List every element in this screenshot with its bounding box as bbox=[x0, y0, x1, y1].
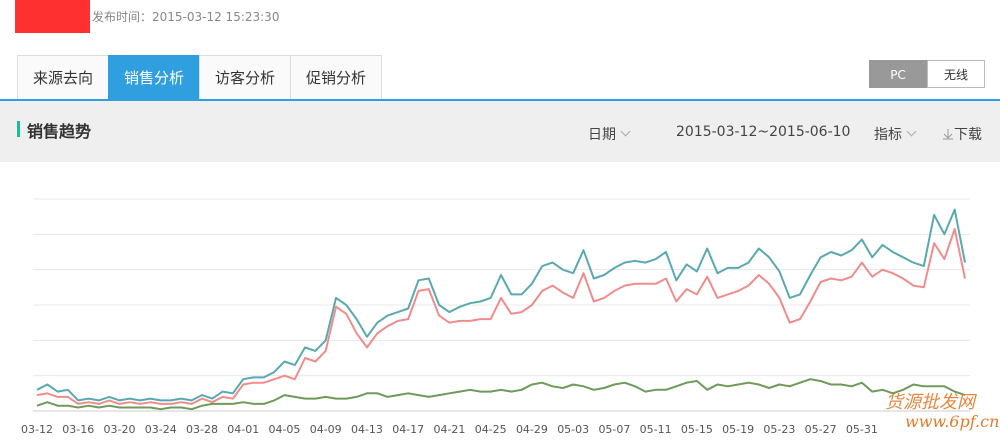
x-tick-label: 05-23 bbox=[763, 423, 795, 436]
toolbar bbox=[0, 101, 1000, 162]
x-tick-label: 05-27 bbox=[805, 423, 837, 436]
series-line bbox=[36, 228, 966, 405]
x-tick-label: 04-29 bbox=[516, 423, 548, 436]
section-title: 销售趋势 bbox=[27, 122, 92, 141]
date-dropdown[interactable]: 日期 bbox=[588, 124, 631, 144]
tab[interactable]: 访客分析 bbox=[199, 55, 291, 99]
x-tick-label: 04-17 bbox=[392, 423, 424, 436]
tab[interactable]: 促销分析 bbox=[290, 55, 382, 99]
x-tick-label: 05-19 bbox=[722, 423, 754, 436]
redacted-block bbox=[15, 0, 90, 33]
metric-label: 指标 bbox=[874, 127, 902, 143]
x-tick-label: 04-25 bbox=[475, 423, 507, 436]
x-tick-label: 03-24 bbox=[145, 423, 177, 436]
toggle-button[interactable]: PC bbox=[869, 60, 927, 88]
toggle-button[interactable]: 无线 bbox=[927, 60, 985, 88]
watermark-url: www.6pf.cn bbox=[905, 412, 1000, 431]
x-tick-label: 04-13 bbox=[351, 423, 383, 436]
tab[interactable]: 销售分析 bbox=[108, 55, 200, 99]
download-label: 下载 bbox=[954, 127, 982, 143]
x-tick-label: 05-11 bbox=[640, 423, 672, 436]
x-tick-label: 04-21 bbox=[433, 423, 465, 436]
date-range[interactable]: 2015-03-12~2015-06-10 bbox=[676, 124, 851, 140]
watermark: 货源批发网 bbox=[885, 392, 975, 413]
series-line bbox=[36, 208, 966, 402]
x-tick-label: 04-01 bbox=[227, 423, 259, 436]
metric-dropdown[interactable]: 指标 bbox=[874, 124, 917, 144]
x-tick-label: 03-12 bbox=[21, 423, 53, 436]
x-tick-label: 05-15 bbox=[681, 423, 713, 436]
x-tick-label: 05-03 bbox=[557, 423, 589, 436]
x-tick-label: 03-28 bbox=[186, 423, 218, 436]
chart: 03-12 03-16 03-20 03-24 03-28 04-01 04-05 04-09… bbox=[21, 198, 970, 436]
download-icon bbox=[943, 129, 953, 140]
title-marker bbox=[17, 121, 20, 137]
device-toggle: PC 无线 bbox=[869, 60, 985, 88]
x-tick-label: 05-31 bbox=[846, 423, 878, 436]
tab-bar: 来源去向 销售分析 访客分析 促销分析 bbox=[17, 55, 382, 100]
x-tick-label: 03-16 bbox=[62, 423, 94, 436]
date-label: 日期 bbox=[588, 127, 616, 143]
divider bbox=[0, 99, 1000, 101]
x-tick-label: 04-09 bbox=[310, 423, 342, 436]
x-tick-label: 05-07 bbox=[598, 423, 630, 436]
x-tick-label: 03-20 bbox=[104, 423, 136, 436]
x-tick-label: 04-05 bbox=[268, 423, 300, 436]
download-button[interactable]: 下载 bbox=[942, 124, 982, 144]
tab[interactable]: 来源去向 bbox=[17, 55, 109, 99]
series-line bbox=[36, 378, 966, 411]
publish-time: 发布时间：2015-03-12 15:23:30 bbox=[92, 10, 280, 24]
